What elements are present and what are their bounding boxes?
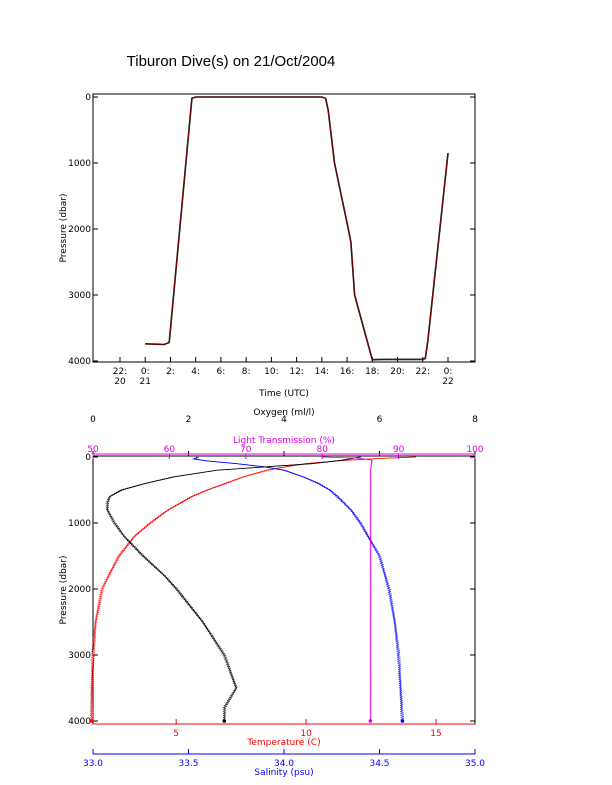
pressure-tick-label: 0 bbox=[85, 453, 91, 463]
time-tick-label-day: 22 bbox=[442, 377, 453, 387]
salinity-bottom-point bbox=[400, 719, 405, 723]
light_transmission-profile-line bbox=[322, 456, 373, 722]
oxygen-axis-label: Oxygen (ml/l) bbox=[253, 408, 314, 418]
pressure-tick-label: 4000 bbox=[68, 357, 91, 367]
top-xaxis-label: Time (UTC) bbox=[258, 389, 309, 399]
oxygen-profile-line bbox=[107, 456, 362, 722]
bottom-pressure-axis-ticks: 0 1000 2000 3000 4000 bbox=[68, 453, 475, 727]
time-tick-label: 20: bbox=[390, 367, 404, 377]
oxygen-tick-label: 6 bbox=[377, 415, 383, 425]
temperature-bottom-point bbox=[89, 719, 94, 723]
pressure-tick-label: 2000 bbox=[68, 225, 91, 235]
temperature-tick-label: 5 bbox=[173, 729, 179, 739]
time-tick-label: 8: bbox=[242, 367, 251, 377]
salinity-profile-line bbox=[194, 456, 404, 722]
oxygen-tick-label: 8 bbox=[472, 415, 478, 425]
time-tick-label: 16: bbox=[340, 367, 354, 377]
bottom-plot-frame bbox=[92, 455, 476, 725]
time-tick-label: 4: bbox=[191, 367, 200, 377]
light_transmission-profile-line bbox=[322, 456, 373, 721]
time-tick-label: 22: bbox=[416, 367, 430, 377]
salinity-profile-line bbox=[191, 456, 402, 722]
salinity-tick-label: 33.0 bbox=[83, 759, 103, 769]
oxygen-axis: 0 2 4 6 8 bbox=[90, 415, 478, 457]
time-tick-label: 12: bbox=[289, 367, 303, 377]
pressure-tick-label: 0 bbox=[85, 93, 91, 103]
time-tick-label: 0: bbox=[141, 367, 150, 377]
temperature-tick-label: 10 bbox=[300, 729, 312, 739]
dive-track-overlay bbox=[145, 96, 449, 361]
time-tick-label: 2: bbox=[166, 367, 175, 377]
temperature-profile-line bbox=[92, 456, 417, 722]
light-transmission-tick-label: 50 bbox=[87, 445, 99, 455]
light-transmission-axis-label: Light Transmission (%) bbox=[233, 436, 335, 446]
time-tick-label-day: 20 bbox=[114, 377, 126, 387]
salinity-tick-label: 33.5 bbox=[178, 759, 198, 769]
pressure-tick-label: 3000 bbox=[68, 651, 91, 661]
temperature-tick-label: 15 bbox=[430, 729, 441, 739]
salinity-profile-line bbox=[193, 456, 403, 722]
top-yaxis-label: Pressure (dbar) bbox=[59, 194, 69, 263]
time-axis-ticks: 22:200:212: 4: 6: 8: 10: 12: 14: 16: 18: 20: 22: 0:… bbox=[113, 357, 454, 387]
profile-series bbox=[89, 456, 417, 723]
time-tick-label: 22: bbox=[113, 367, 127, 377]
figure-title: Tiburon Dive(s) on 21/Oct/2004 bbox=[127, 53, 336, 70]
light-transmission-tick-label: 80 bbox=[316, 445, 328, 455]
temperature-profile-line bbox=[91, 456, 416, 721]
light-transmission-tick-label: 100 bbox=[466, 445, 483, 455]
pressure-tick-label: 1000 bbox=[68, 519, 91, 529]
time-tick-label: 14: bbox=[315, 367, 329, 377]
bottom-yaxis-label: Pressure (dbar) bbox=[59, 556, 69, 625]
light-transmission-tick-label: 60 bbox=[164, 445, 176, 455]
time-tick-label-day: 21 bbox=[140, 377, 151, 387]
time-tick-label: 6: bbox=[217, 367, 226, 377]
temperature-profile-line bbox=[90, 456, 415, 722]
pressure-tick-label: 2000 bbox=[68, 585, 91, 595]
oxygen-tick-label: 4 bbox=[281, 415, 287, 425]
salinity-axis-label: Salinity (psu) bbox=[254, 768, 313, 778]
salinity-tick-label: 34.5 bbox=[369, 759, 389, 769]
time-depth-chart: 22:200:212: 4: 6: 8: 10: 12: 14: 16: 18: 20: 22: 0:… bbox=[59, 93, 476, 399]
pressure-tick-label: 1000 bbox=[68, 159, 91, 169]
oxygen-tick-label: 2 bbox=[186, 415, 192, 425]
light_transmission-bottom-point bbox=[368, 719, 373, 723]
pressure-tick-label: 4000 bbox=[68, 717, 91, 727]
oxygen-profile-line bbox=[105, 456, 360, 722]
pressure-tick-label: 3000 bbox=[68, 291, 91, 301]
light-transmission-axis: 50 60 70 80 90 100 bbox=[87, 445, 484, 459]
oxygen-bottom-point bbox=[222, 719, 227, 723]
light-transmission-tick-label: 90 bbox=[393, 445, 405, 455]
oxygen-profile-line bbox=[106, 456, 361, 721]
salinity-axis: 33.0 33.5 34.0 34.5 35.0 bbox=[83, 749, 485, 769]
time-tick-label: 10: bbox=[264, 367, 278, 377]
time-tick-label: 18: bbox=[365, 367, 379, 377]
temperature-axis: 5 10 15 bbox=[93, 719, 475, 739]
top-pressure-axis-ticks: 0 1000 2000 3000 4000 bbox=[68, 93, 475, 367]
light-transmission-tick-label: 70 bbox=[240, 445, 252, 455]
time-tick-label: 0: bbox=[444, 367, 453, 377]
profile-chart: 0 2 4 6 8 50 60 70 80 90 100 5 10 15 33.0 33.5 34.0 34… bbox=[59, 408, 485, 778]
dive-track bbox=[145, 96, 449, 361]
temperature-axis-label: Temperature (C) bbox=[246, 738, 320, 748]
oxygen-tick-label: 0 bbox=[90, 415, 96, 425]
salinity-tick-label: 34.0 bbox=[274, 759, 294, 769]
salinity-tick-label: 35.0 bbox=[465, 759, 485, 769]
dive-track-line bbox=[145, 96, 449, 361]
top-plot-frame bbox=[92, 93, 476, 363]
